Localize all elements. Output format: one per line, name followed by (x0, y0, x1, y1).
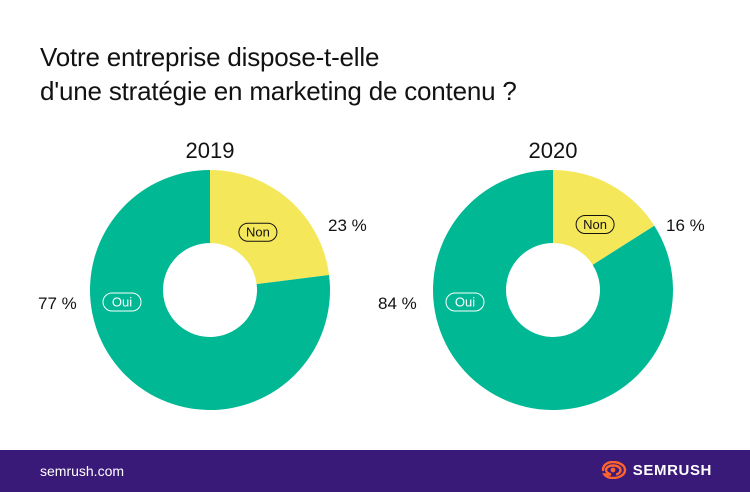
footer-site-link[interactable]: semrush.com (40, 463, 125, 479)
footer-bar: semrush.com SEMRUSH (0, 450, 750, 492)
pct-oui-2020: 84 % (378, 294, 417, 313)
label-text-oui-2019: Oui (112, 295, 132, 310)
brand-name: SEMRUSH (632, 461, 712, 479)
slice-oui-2020 (433, 170, 673, 410)
label-oui-2019: Oui (102, 292, 142, 312)
pct-non-2020: 16 % (666, 216, 705, 235)
label-non-2019: Non (238, 222, 278, 242)
label-pill-oui-2020 (445, 292, 485, 312)
label-oui-2020: Oui (445, 292, 485, 312)
year-2019-label: 2019 (185, 138, 235, 163)
donut-chart-2020: Non Oui (433, 170, 673, 410)
semrush-flame-icon (601, 461, 626, 479)
chart-title: Votre entreprise dispose-t-elle d'une st… (40, 40, 700, 108)
pct-non-2019: 23 % (328, 216, 367, 235)
slice-oui-2019 (90, 170, 330, 410)
label-pill-oui-2019 (102, 292, 142, 312)
title-line-2: d'une stratégie en marketing de contenu … (40, 76, 517, 106)
label-text-oui-2020: Oui (455, 295, 475, 310)
title-line-1: Votre entreprise dispose-t-elle (40, 42, 380, 72)
year-2020-label: 2020 (528, 138, 578, 163)
label-text-non-2020: Non (583, 217, 607, 232)
label-pill-non-2019 (238, 222, 278, 242)
label-non-2020: Non (575, 215, 615, 235)
label-text-non-2019: Non (246, 225, 270, 240)
label-pill-non-2020 (575, 215, 615, 235)
donut-chart-2019: Non Oui (90, 170, 330, 410)
pct-oui-2019: 77 % (38, 294, 77, 313)
semrush-logo: SEMRUSH (601, 461, 712, 479)
